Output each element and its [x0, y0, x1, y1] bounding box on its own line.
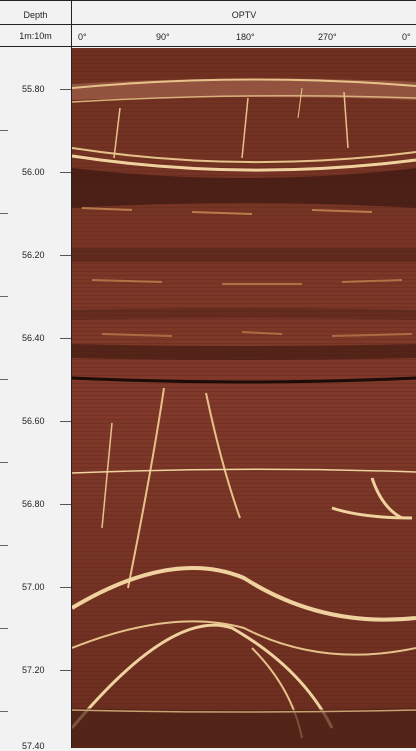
- fracture-trace: [113, 107, 121, 159]
- depth-tick: [60, 255, 71, 256]
- track-title: OPTV: [231, 10, 257, 20]
- depth-column-border: [71, 0, 72, 748]
- sinusoid-fracture: [72, 623, 334, 729]
- vein-trace: [101, 422, 113, 529]
- depth-label: 57.00: [22, 582, 45, 592]
- minor-tick: [0, 545, 8, 546]
- minor-tick: [0, 379, 8, 380]
- dark-bed: [72, 344, 416, 360]
- depth-tick: [60, 89, 71, 90]
- azimuth-0: 0°: [78, 32, 87, 42]
- depth-tick: [60, 172, 71, 173]
- depth-label: 56.60: [22, 416, 45, 426]
- fracture-trace: [343, 91, 349, 149]
- pale-band: [72, 78, 416, 100]
- fracture-trace: [72, 147, 416, 164]
- depth-tick: [60, 338, 71, 339]
- depth-tick: [60, 670, 71, 671]
- minor-tick: [0, 628, 8, 629]
- vein-trace: [72, 468, 416, 474]
- optv-image-svg: [72, 48, 416, 748]
- minor-tick: [0, 711, 8, 712]
- depth-scale-label: 1m:10m: [19, 31, 52, 41]
- sinusoid-fracture: [72, 566, 416, 622]
- depth-label: 56.40: [22, 333, 45, 343]
- fracture-trace: [72, 95, 416, 103]
- dark-seam: [72, 376, 416, 384]
- depth-label: 55.80: [22, 84, 45, 94]
- header-depth-divider: [0, 24, 72, 25]
- mineral-streak: [81, 207, 373, 215]
- vein-trace: [127, 387, 165, 589]
- mineral-streak: [101, 331, 413, 337]
- rock-laminae: [72, 48, 416, 748]
- depth-tick: [60, 587, 71, 588]
- minor-tick: [0, 462, 8, 463]
- azimuth-180: 180°: [236, 32, 255, 42]
- fracture-trace: [297, 87, 303, 119]
- depth-label: 57.40: [22, 741, 45, 751]
- fracture-trace: [72, 154, 416, 172]
- dark-bed: [72, 708, 416, 748]
- vein-trace: [370, 477, 403, 520]
- depth-label: 56.00: [22, 167, 45, 177]
- azimuth-90: 90°: [156, 32, 170, 42]
- vein-trace: [331, 506, 413, 520]
- depth-label: 56.80: [22, 499, 45, 509]
- sinusoid-fracture: [72, 620, 416, 656]
- header-top-border: [0, 0, 416, 1]
- header-track-divider: [72, 24, 416, 25]
- vein-trace: [205, 392, 241, 519]
- minor-tick: [0, 296, 8, 297]
- azimuth-360: 0°: [402, 32, 411, 42]
- depth-label: 56.20: [22, 250, 45, 260]
- fracture-trace: [241, 97, 249, 159]
- azimuth-270: 270°: [318, 32, 337, 42]
- dark-bed: [72, 168, 416, 208]
- dark-bed: [72, 308, 416, 320]
- minor-tick: [0, 130, 8, 131]
- depth-tick: [60, 421, 71, 422]
- depth-column-title: Depth: [23, 10, 48, 20]
- depth-label: 57.20: [22, 665, 45, 675]
- depth-tick: [60, 504, 71, 505]
- dark-bed: [72, 248, 416, 262]
- minor-tick: [0, 213, 8, 214]
- fracture-trace: [72, 709, 416, 713]
- borehole-image: [72, 48, 416, 748]
- header-bottom-border: [0, 46, 416, 47]
- fracture-trace: [72, 78, 416, 89]
- mineral-streak: [91, 279, 403, 285]
